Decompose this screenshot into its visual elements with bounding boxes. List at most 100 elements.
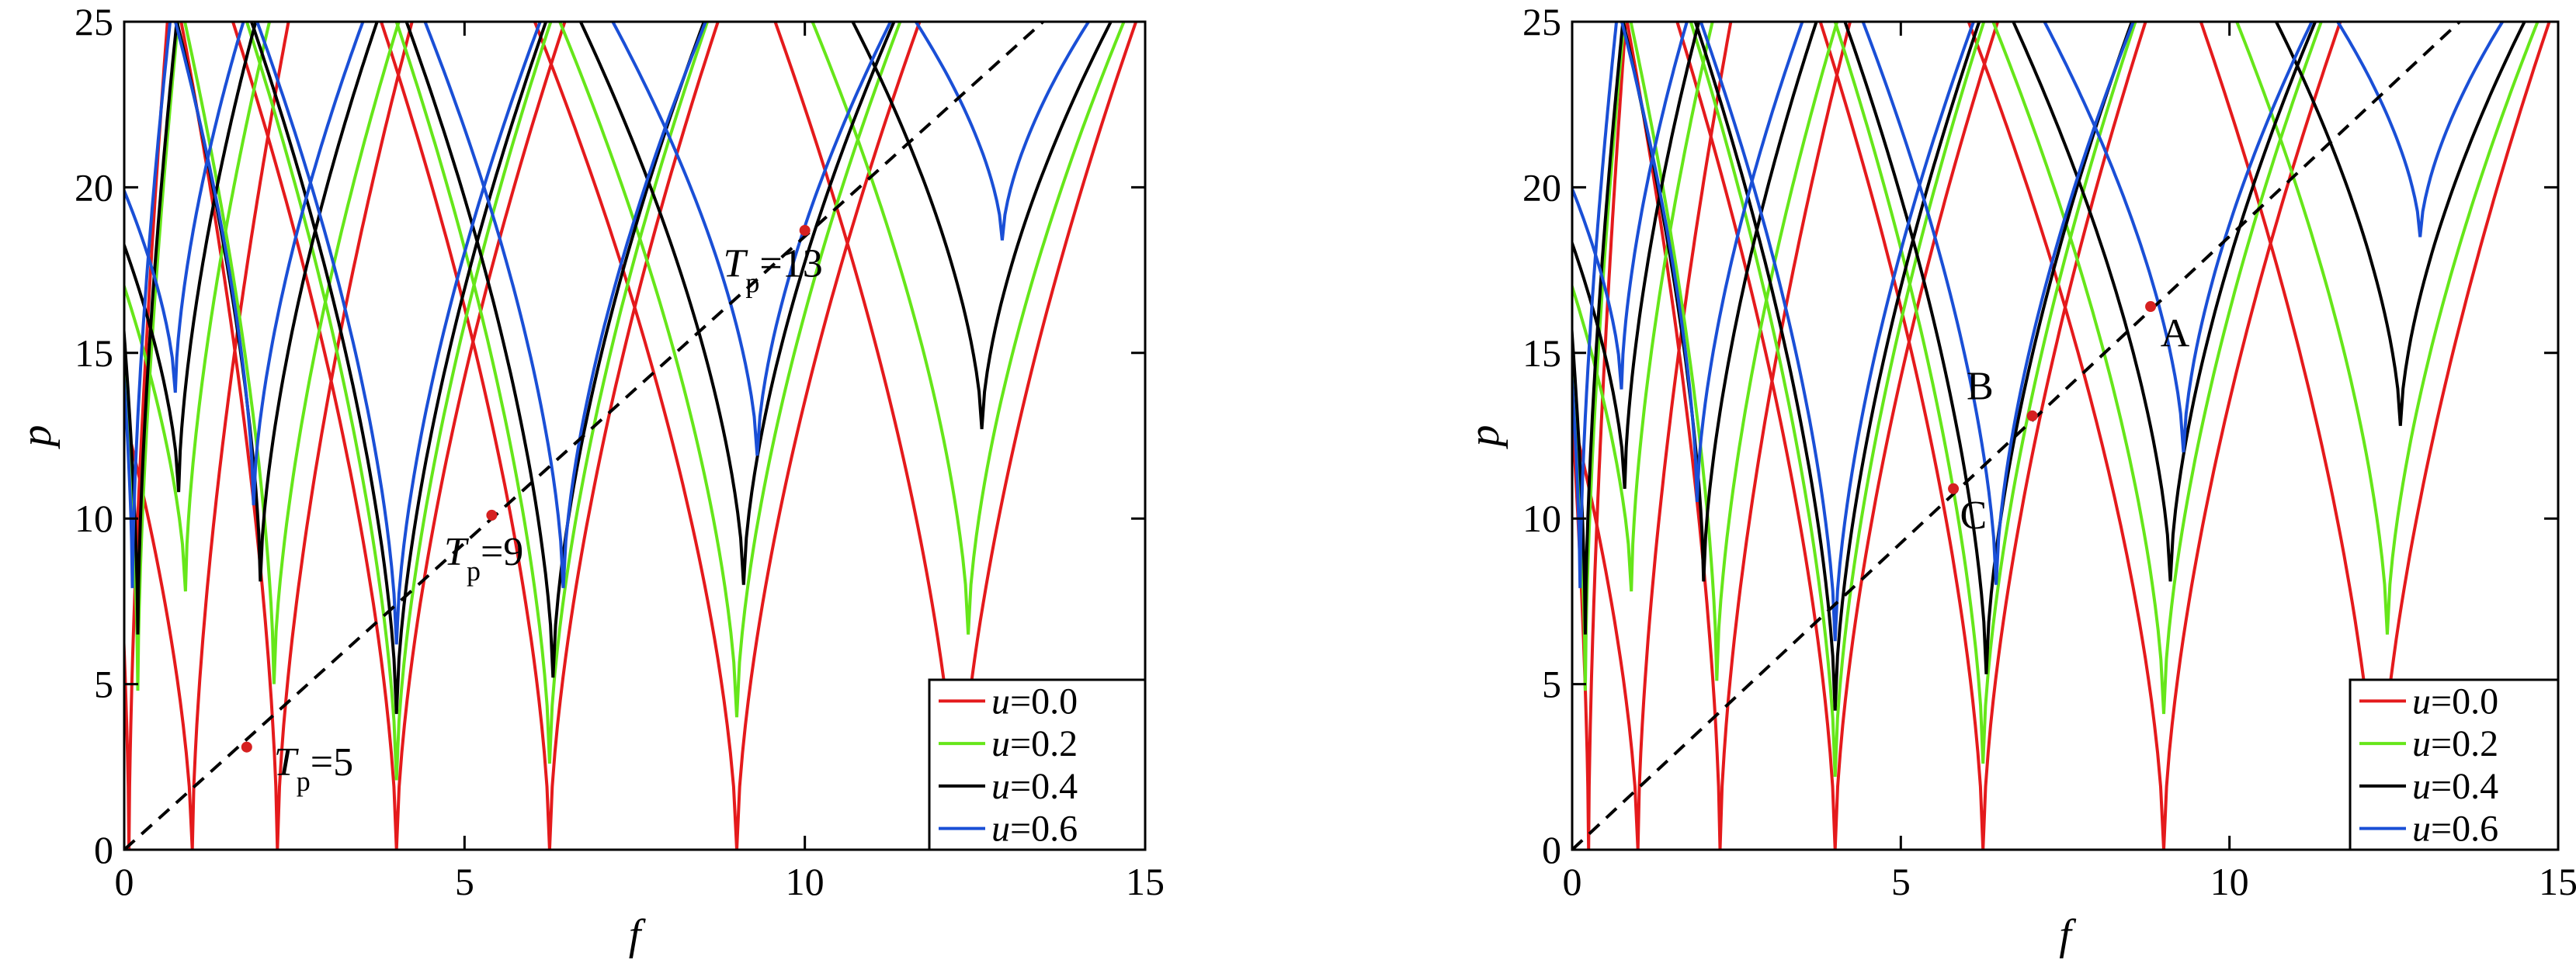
x-tick-label-3: 15 bbox=[1126, 860, 1165, 903]
legend-entry-1: u=0.2 bbox=[2412, 723, 2498, 764]
curve-u2-valley-4 bbox=[1833, 22, 2137, 764]
curve-u0-valley-4 bbox=[1818, 22, 2147, 850]
curve-u2-valley-6 bbox=[811, 22, 1126, 635]
y-axis-label: p bbox=[12, 425, 61, 450]
point-2 bbox=[1948, 483, 1960, 494]
curve-u2-valley-1 bbox=[124, 22, 272, 592]
curve-u0-valley-6 bbox=[773, 22, 1138, 850]
legend-entry-2: u=0.4 bbox=[991, 766, 1078, 807]
legend-entry-2: u=0.4 bbox=[2412, 766, 2498, 807]
y-tick-label-5: 25 bbox=[75, 0, 113, 43]
curve-u0-valley-6 bbox=[2199, 22, 2551, 850]
chart-right: A B C 0 5 10 15 0 5 10 15 20 25 f p u=0.0u=0.2u=0.4u=0.… bbox=[1460, 0, 2576, 959]
curve-u4-valley-0 bbox=[1572, 22, 1625, 635]
curve-u6-valley-5 bbox=[2043, 22, 2314, 452]
point-label-0: Tp=5 bbox=[274, 740, 353, 797]
curve-u4-valley-5 bbox=[2011, 22, 2317, 582]
y-tick-label-4: 20 bbox=[1522, 165, 1561, 209]
x-tick-label-2: 10 bbox=[786, 860, 825, 903]
chart-left: Tp=5Tp=9Tp=130 5 10 150510152025fpu=0.0u=0.… bbox=[12, 0, 1165, 959]
curve-u2-valley-2 bbox=[1629, 22, 1839, 681]
legend-entry-3: u=0.6 bbox=[2412, 809, 2498, 850]
point-label-2: C bbox=[1960, 494, 1988, 538]
y-tick-label-0: 0 bbox=[1542, 828, 1561, 871]
curve-u6-valley-4 bbox=[1861, 22, 2136, 585]
curve-u0-valley-0 bbox=[124, 22, 169, 850]
dashed-line bbox=[124, 22, 1044, 850]
curve-u6-valley-6 bbox=[2335, 22, 2505, 237]
x-tick-label-3: 15 bbox=[2539, 860, 2576, 903]
curve-u4-valley-3 bbox=[1693, 22, 1981, 711]
curve-u6-valley-4 bbox=[423, 22, 708, 588]
curve-u2-valley-4 bbox=[394, 22, 710, 764]
curve-u6-valley-2 bbox=[173, 22, 365, 506]
y-tick-label-4: 20 bbox=[75, 165, 113, 209]
curve-u0-valley-5 bbox=[533, 22, 922, 850]
curve-u6-valley-3 bbox=[255, 22, 542, 645]
curve-u6-valley-1 bbox=[124, 22, 245, 393]
y-tick-label-3: 15 bbox=[1522, 331, 1561, 375]
curve-u4-valley-5 bbox=[578, 22, 896, 585]
legend-entry-0: u=0.0 bbox=[991, 681, 1078, 722]
curve-u4-valley-1 bbox=[124, 22, 258, 493]
curve-u4-valley-2 bbox=[1621, 22, 1818, 582]
y-tick-label-1: 5 bbox=[1542, 663, 1561, 706]
x-tick-label-2: 10 bbox=[2210, 860, 2249, 903]
point-2 bbox=[799, 224, 811, 236]
y-tick-label-3: 15 bbox=[75, 331, 113, 375]
curve-u0-valley-0 bbox=[1572, 22, 1628, 850]
curves bbox=[124, 22, 1138, 850]
point-0 bbox=[241, 741, 252, 753]
point-1 bbox=[486, 509, 498, 521]
curve-u2-valley-5 bbox=[1991, 22, 2324, 715]
curve-u0-valley-3 bbox=[231, 22, 567, 850]
curve-u4-valley-1 bbox=[1572, 22, 1701, 489]
x-tick-label-0: 0 bbox=[115, 860, 134, 903]
y-tick-label-1: 5 bbox=[94, 663, 113, 706]
curve-u6-valley-1 bbox=[1572, 22, 1689, 390]
curve-u4-valley-6 bbox=[2274, 22, 2526, 426]
curve-u6-valley-2 bbox=[1620, 22, 1804, 502]
curve-u6-valley-3 bbox=[1699, 22, 1976, 642]
curves bbox=[1572, 22, 2551, 850]
point-1 bbox=[2026, 410, 2038, 421]
x-axis-label: f bbox=[629, 911, 647, 959]
x-tick-label-1: 5 bbox=[1891, 860, 1911, 903]
legend: u=0.0u=0.2u=0.4u=0.6 bbox=[928, 678, 1147, 851]
plot-frame bbox=[1571, 20, 2560, 851]
y-tick-label-2: 10 bbox=[1522, 497, 1561, 540]
legend-entry-0: u=0.0 bbox=[2412, 681, 2498, 722]
legend-entry-3: u=0.6 bbox=[991, 809, 1078, 850]
legend-box bbox=[2349, 678, 2560, 851]
x-tick-label-1: 5 bbox=[455, 860, 474, 903]
curve-u2-valley-6 bbox=[2234, 22, 2540, 635]
curve-u2-valley-0 bbox=[1572, 22, 1626, 691]
point-label-1: B bbox=[1967, 365, 1994, 409]
curve-u4-valley-4 bbox=[404, 22, 706, 678]
curve-u6-valley-5 bbox=[610, 22, 893, 456]
plot-frame bbox=[123, 20, 1147, 851]
curve-u0-valley-5 bbox=[1967, 22, 2342, 850]
x-tick-label-0: 0 bbox=[1563, 860, 1582, 903]
y-tick-label-2: 10 bbox=[75, 497, 113, 540]
y-axis-label: p bbox=[1460, 425, 1508, 450]
dashed-line bbox=[1572, 22, 2461, 850]
point-0 bbox=[2145, 301, 2157, 313]
curve-u2-valley-1 bbox=[1572, 22, 1714, 592]
curve-u6-valley-0 bbox=[124, 22, 172, 588]
curve-u4-valley-2 bbox=[175, 22, 379, 582]
curve-u4-valley-3 bbox=[249, 22, 548, 715]
legend-box bbox=[928, 678, 1147, 851]
legend-entry-1: u=0.2 bbox=[991, 723, 1078, 764]
point-label-1: Tp=9 bbox=[444, 530, 523, 587]
curve-u4-valley-4 bbox=[1843, 22, 2134, 674]
curve-u0-valley-1 bbox=[124, 22, 290, 850]
curve-u0-valley-2 bbox=[1625, 22, 1852, 850]
curve-u2-valley-0 bbox=[124, 22, 180, 691]
curve-u6-valley-6 bbox=[914, 22, 1091, 241]
curve-u4-valley-0 bbox=[124, 22, 179, 635]
curve-u4-valley-6 bbox=[851, 22, 1113, 430]
curve-u6-valley-0 bbox=[1572, 22, 1619, 588]
curve-u0-valley-1 bbox=[1572, 22, 1733, 850]
